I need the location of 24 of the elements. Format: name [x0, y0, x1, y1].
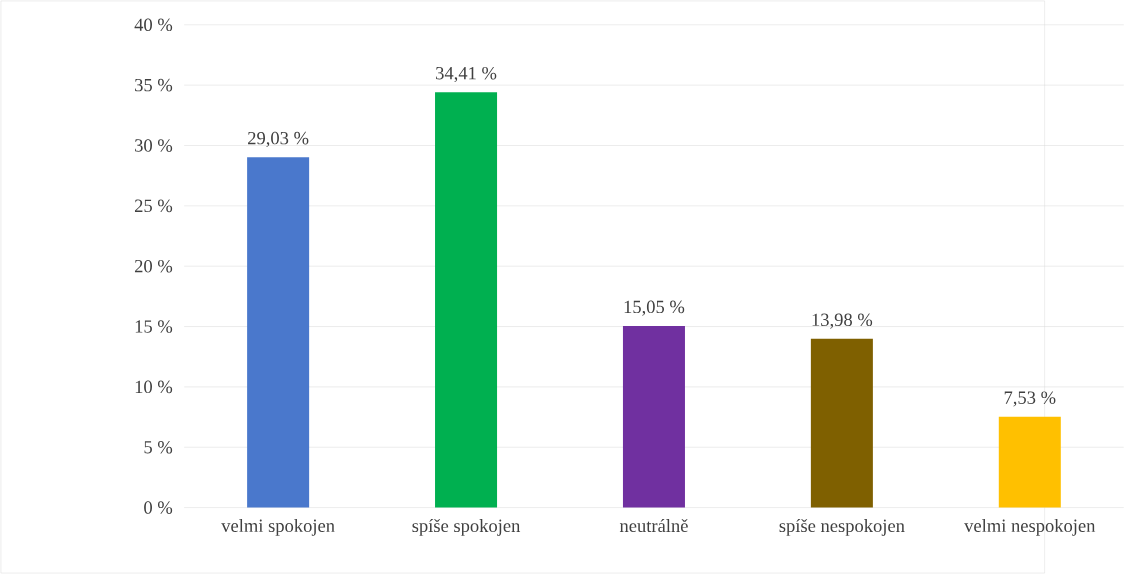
y-tick-label: 40 % — [134, 18, 173, 32]
y-tick-label: 20 % — [134, 259, 173, 273]
data-label: 34,41 % — [436, 66, 497, 83]
data-label: 29,03 % — [248, 131, 309, 148]
x-tick-label: velmi spokojen — [221, 519, 335, 536]
bar — [247, 157, 310, 508]
x-tick-label: spíše spokojen — [412, 518, 521, 536]
y-tick-label: 15 % — [135, 320, 173, 333]
bar — [810, 338, 873, 508]
y-tick-label: 0 % — [144, 501, 173, 514]
bar — [435, 92, 498, 508]
x-tick-label: velmi nespokojen — [964, 519, 1096, 536]
y-tick-label: 25 % — [134, 199, 173, 213]
bar — [998, 416, 1061, 508]
x-tick-label: spíše nespokojen — [779, 518, 905, 536]
y-tick-label: 30 % — [135, 139, 173, 152]
y-tick-label: 10 % — [135, 380, 173, 394]
y-tick-label: 5 % — [144, 440, 173, 454]
x-tick-label: neutrálně — [619, 518, 688, 533]
data-label: 15,05 % — [624, 300, 685, 316]
y-tick-label: 35 % — [135, 78, 173, 92]
data-label: 13,98 % — [812, 313, 873, 329]
bar — [622, 325, 685, 508]
data-label: 7,53 % — [1004, 391, 1056, 407]
